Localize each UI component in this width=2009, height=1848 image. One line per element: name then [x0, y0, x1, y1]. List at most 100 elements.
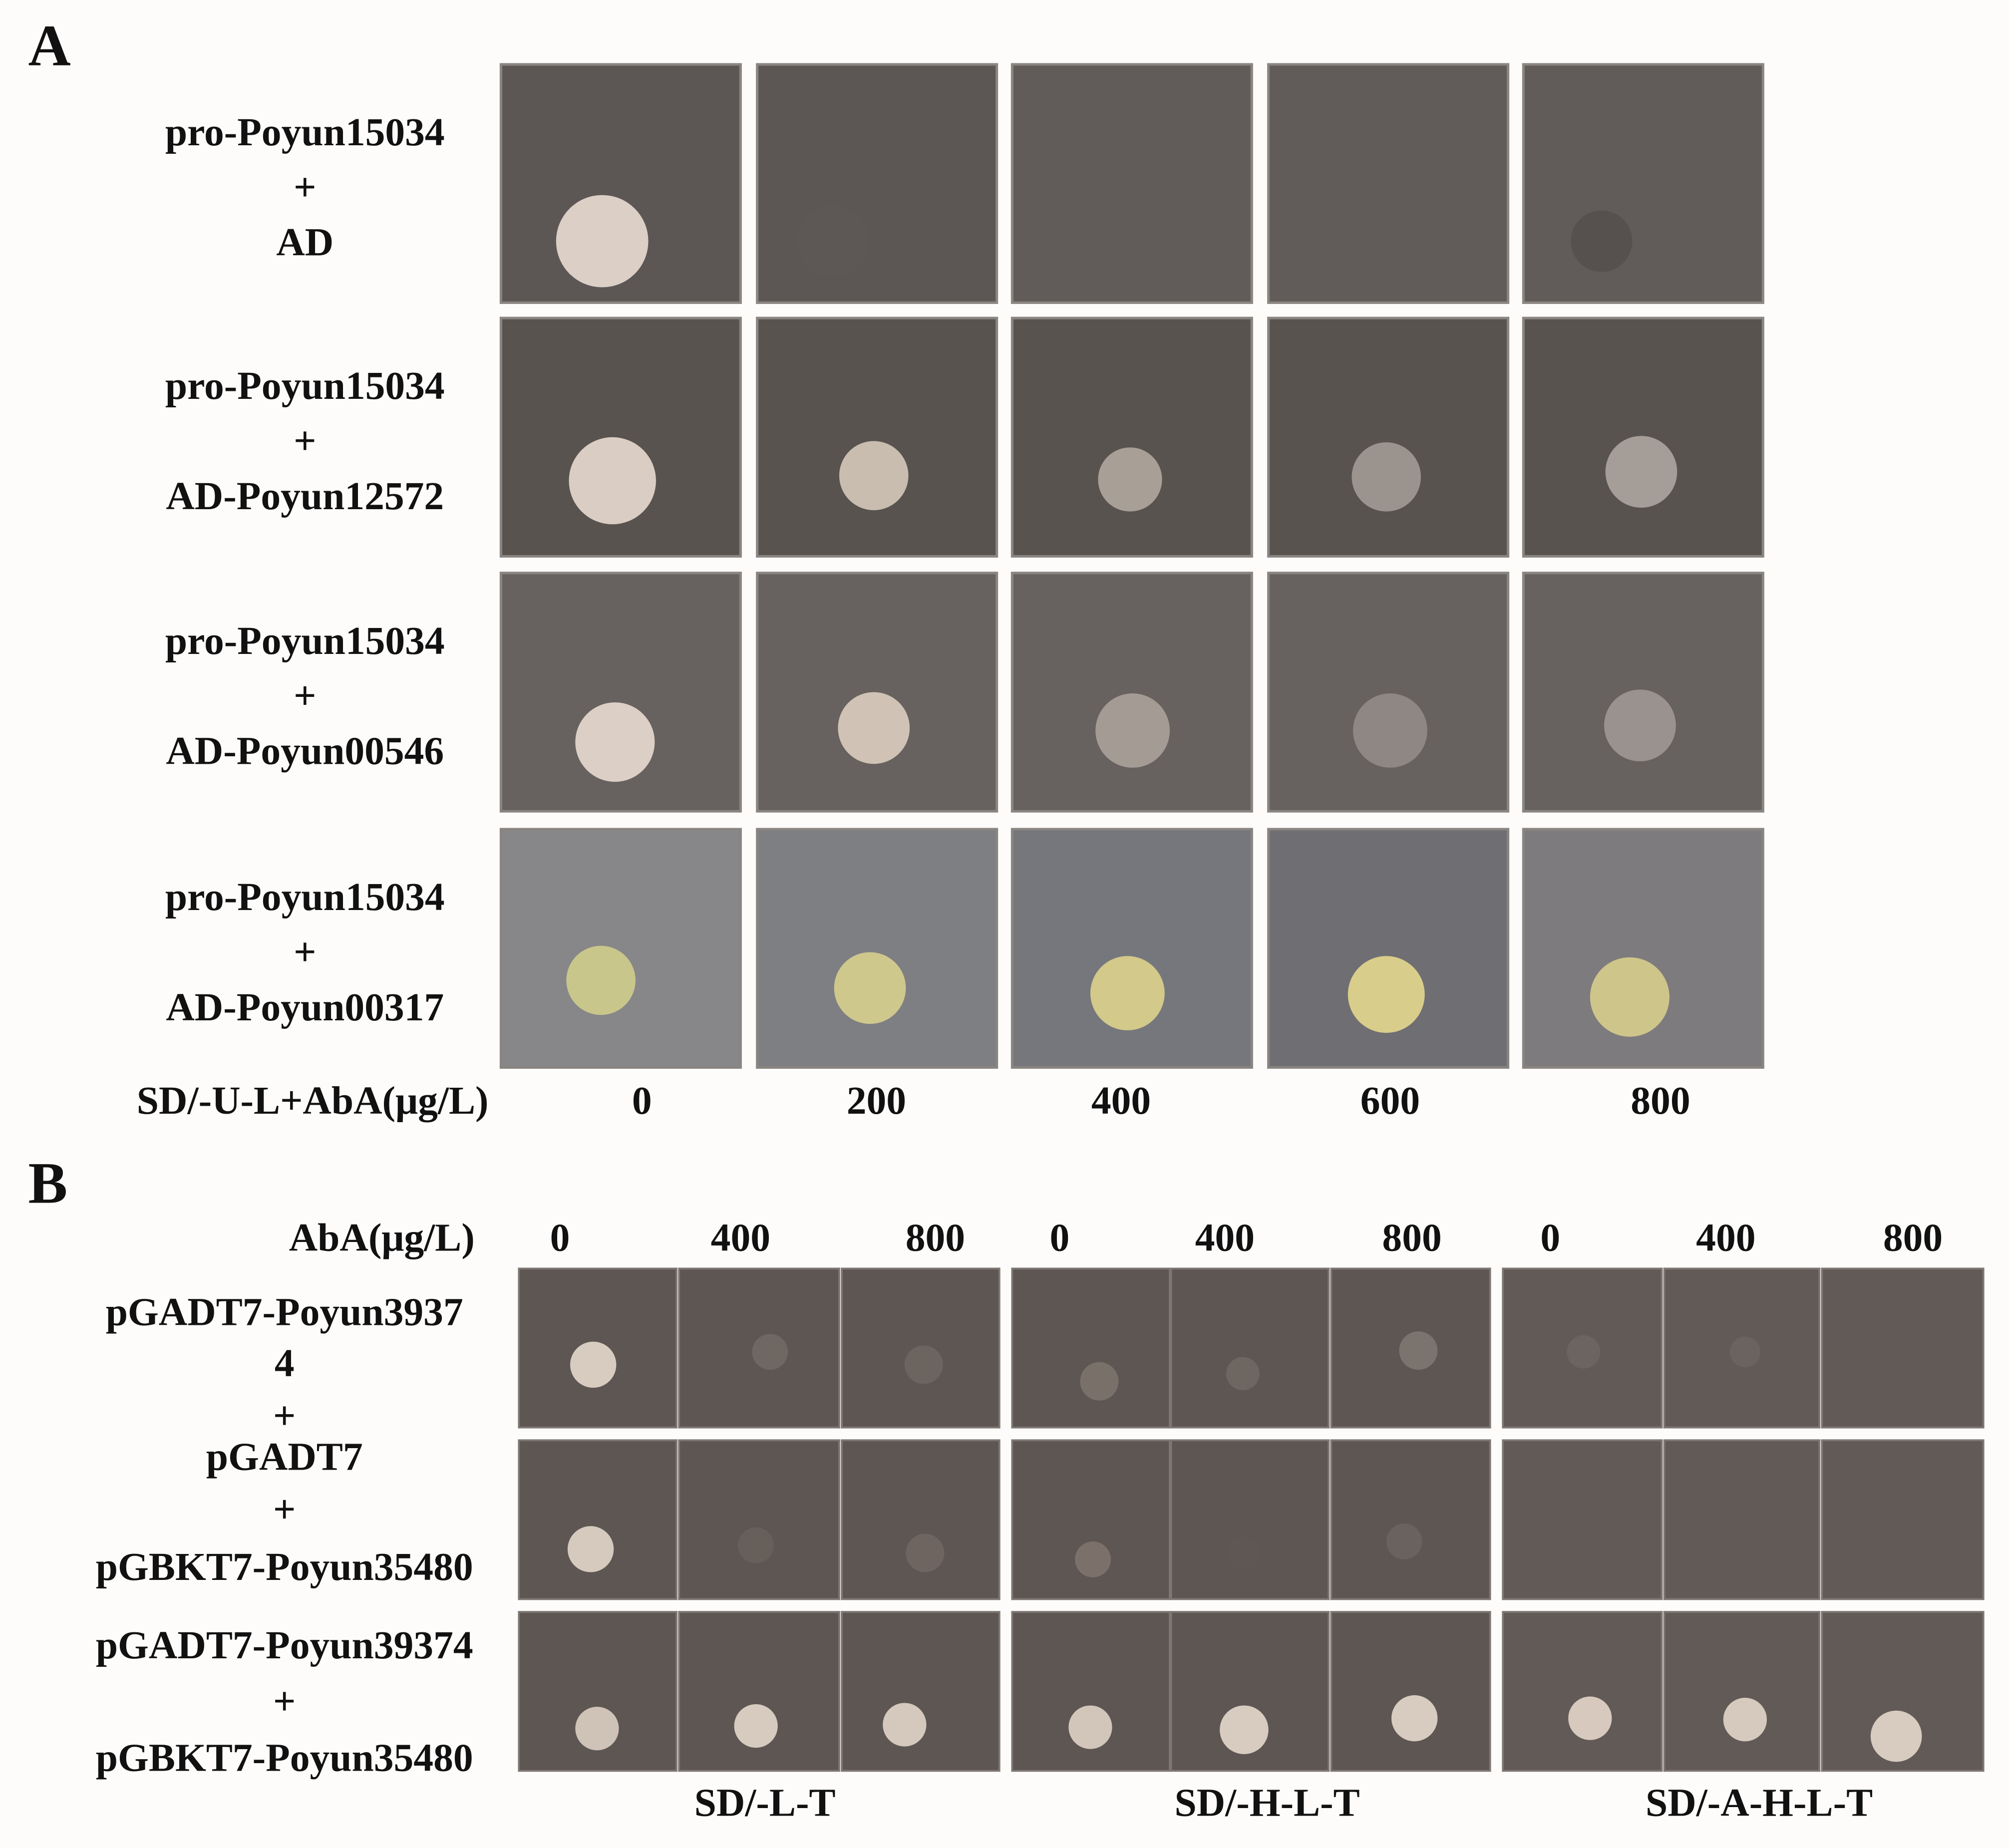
yeast-spot [1090, 956, 1165, 1031]
yeast-spot [1080, 1362, 1119, 1401]
yeast-spot [834, 952, 906, 1024]
row-label: + [273, 1488, 296, 1532]
concentration-label: 400 [1195, 1216, 1255, 1260]
plate [1821, 1267, 1985, 1429]
plate [1170, 1439, 1330, 1600]
plate [841, 1611, 1001, 1772]
yeast-spot [838, 692, 910, 764]
yeast-spot [567, 1526, 614, 1572]
yeast-spot [797, 205, 869, 278]
plate [1010, 828, 1253, 1069]
row-label: AD-Poyun00317 [166, 985, 444, 1029]
row-label: pro-Poyun15034 [165, 110, 445, 154]
row-label: pro-Poyun15034 [165, 364, 445, 408]
plate [1522, 63, 1764, 304]
plate [1663, 1611, 1821, 1772]
plate [678, 1439, 840, 1600]
plate [1267, 316, 1510, 558]
yeast-spot [883, 1703, 927, 1747]
yeast-spot [1226, 1357, 1260, 1391]
yeast-spot [1353, 693, 1427, 768]
yeast-spot [1351, 442, 1421, 512]
concentration-label: 800 [1883, 1216, 1943, 1260]
plate [1010, 572, 1253, 813]
plate [518, 1439, 677, 1600]
plates [499, 63, 1985, 1772]
concentration-label: 200 [847, 1079, 906, 1123]
plate [1011, 1267, 1171, 1429]
plate [1010, 63, 1253, 304]
yeast-spot [569, 437, 656, 525]
yeast-spot [1075, 1541, 1111, 1577]
row-label: AD [276, 221, 334, 265]
medium-label: SD/-A-H-L-T [1646, 1781, 1873, 1825]
concentration-label: 600 [1360, 1079, 1420, 1123]
plate [1502, 1439, 1663, 1600]
row-label: 4 [275, 1341, 295, 1385]
plate [1330, 1439, 1491, 1600]
row-label: pGADT7 [206, 1435, 363, 1479]
plate [841, 1439, 1001, 1600]
concentration-label: 800 [906, 1216, 965, 1260]
yeast-spot [738, 1527, 774, 1563]
yeast-spot [1386, 1524, 1422, 1559]
plate [1663, 1439, 1821, 1600]
yeast-spot [1568, 1696, 1612, 1740]
yeast-spot [1347, 956, 1425, 1033]
row-label: pGADT7-Poyun39374 [96, 1623, 473, 1667]
yeast-spot [906, 1534, 945, 1572]
yeast-spot [1068, 1705, 1112, 1749]
plate [1267, 572, 1510, 813]
concentration-label: 0 [1540, 1216, 1560, 1260]
row-label: + [273, 1680, 296, 1724]
yeast-spot [556, 195, 649, 288]
row-label: pGBKT7-Poyun35480 [96, 1545, 473, 1589]
plate [756, 63, 999, 304]
yeast-spot [1729, 1336, 1761, 1367]
plate [1170, 1267, 1330, 1429]
medium-label: SD/-L-T [694, 1781, 836, 1825]
row-label: pGADT7-Poyun3937 [106, 1290, 463, 1334]
row-label: + [294, 419, 316, 463]
yeast-spot [1226, 1536, 1260, 1570]
yeast-spot [1399, 1331, 1438, 1370]
yeast-spot [752, 1334, 788, 1370]
yeast-spot [575, 702, 655, 782]
yeast-spot [1095, 693, 1170, 768]
yeast-spot [1723, 1698, 1767, 1742]
yeast-spot [1567, 1335, 1601, 1369]
yeast-spot [1391, 1695, 1438, 1742]
row-label: pro-Poyun15034 [165, 875, 445, 919]
concentration-label: 400 [1091, 1079, 1151, 1123]
row-label: + [294, 165, 316, 209]
plate [1010, 316, 1253, 558]
plate [1821, 1439, 1985, 1600]
concentration-label: 0 [550, 1216, 570, 1260]
medium-label: SD/-H-L-T [1174, 1781, 1359, 1825]
yeast-spot [1870, 1710, 1922, 1762]
row-label: + [273, 1394, 296, 1438]
panel-label: A [28, 12, 70, 78]
concentration-label: 400 [711, 1216, 770, 1260]
yeast-spot [839, 441, 909, 511]
row-label: AD-Poyun12572 [166, 474, 444, 518]
concentration-label: 800 [1382, 1216, 1441, 1260]
row-label: pGBKT7-Poyun35480 [96, 1736, 473, 1780]
yeast-spot [1604, 689, 1676, 762]
plate [756, 316, 999, 558]
plate [1502, 1611, 1663, 1772]
plate [1267, 63, 1510, 304]
plate [756, 828, 999, 1069]
panel-label: B [28, 1150, 67, 1216]
yeast-spot [1220, 1705, 1269, 1754]
row-label: AD-Poyun00546 [166, 729, 444, 773]
row-label: pro-Poyun15034 [165, 619, 445, 663]
row-label: + [294, 674, 316, 718]
medium-label: SD/-U-L+AbA(μg/L) [137, 1079, 489, 1123]
yeast-spot [904, 1345, 943, 1384]
plate [1330, 1611, 1491, 1772]
concentration-label: 0 [632, 1079, 652, 1123]
aba-label: AbA(μg/L) [289, 1216, 475, 1260]
plate [499, 828, 742, 1069]
yeast-spot [1098, 447, 1162, 512]
